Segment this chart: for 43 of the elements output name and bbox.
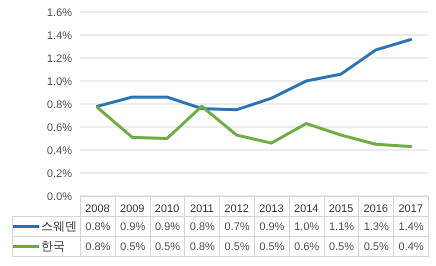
- data-label: 0.8%: [80, 236, 116, 256]
- data-label: 1.4%: [394, 216, 428, 236]
- data-label: 0.8%: [184, 236, 220, 256]
- data-label: 0.5%: [254, 236, 290, 256]
- x-tick-label: 2015: [328, 202, 354, 215]
- data-label: 0.8%: [80, 216, 116, 236]
- data-label: 0.9%: [150, 216, 185, 236]
- data-label: 0.9%: [254, 216, 290, 236]
- line-series: [96, 38, 412, 112]
- y-tick-label: 0.2%: [46, 168, 72, 180]
- legend-label: 한국: [41, 239, 65, 253]
- data-label: 0.5%: [358, 236, 394, 256]
- line-series: [96, 104, 412, 148]
- y-tick-label: 0.8%: [46, 98, 72, 111]
- y-tick-label: 0.4%: [46, 144, 72, 157]
- y-tick-label: 0.6%: [46, 122, 72, 134]
- x-tick-label: 2012: [224, 202, 249, 215]
- x-tick-label: 2016: [364, 202, 388, 215]
- data-label: 1.3%: [358, 216, 394, 236]
- data-label: 0.8%: [184, 216, 220, 236]
- data-label: 0.7%: [220, 216, 254, 236]
- legend-label: 스웨덴: [41, 219, 77, 233]
- data-label: 0.5%: [115, 236, 150, 256]
- y-tick-label: 1.6%: [46, 6, 72, 19]
- data-label: 1.0%: [289, 216, 324, 236]
- y-tick-label: 0.0%: [46, 190, 72, 203]
- x-tick-label: 2008: [85, 202, 110, 215]
- y-tick-label: 1.4%: [46, 30, 72, 42]
- data-label: 1.1%: [324, 216, 359, 236]
- x-tick-label: 2014: [294, 202, 318, 215]
- data-label: 0.5%: [324, 236, 359, 256]
- x-tick-label: 2010: [154, 202, 180, 215]
- x-tick-label: 2013: [259, 202, 284, 215]
- y-tick-label: 1.0%: [46, 76, 72, 88]
- data-label: 0.4%: [394, 236, 428, 256]
- data-label: 0.6%: [289, 236, 324, 256]
- x-tick-label: 2017: [398, 202, 423, 215]
- data-label: 0.9%: [115, 216, 150, 236]
- x-tick-label: 2011: [190, 202, 214, 215]
- data-label: 0.5%: [220, 236, 254, 256]
- y-tick-label: 1.2%: [46, 52, 72, 65]
- data-label: 0.5%: [150, 236, 185, 256]
- x-tick-label: 2009: [120, 202, 144, 215]
